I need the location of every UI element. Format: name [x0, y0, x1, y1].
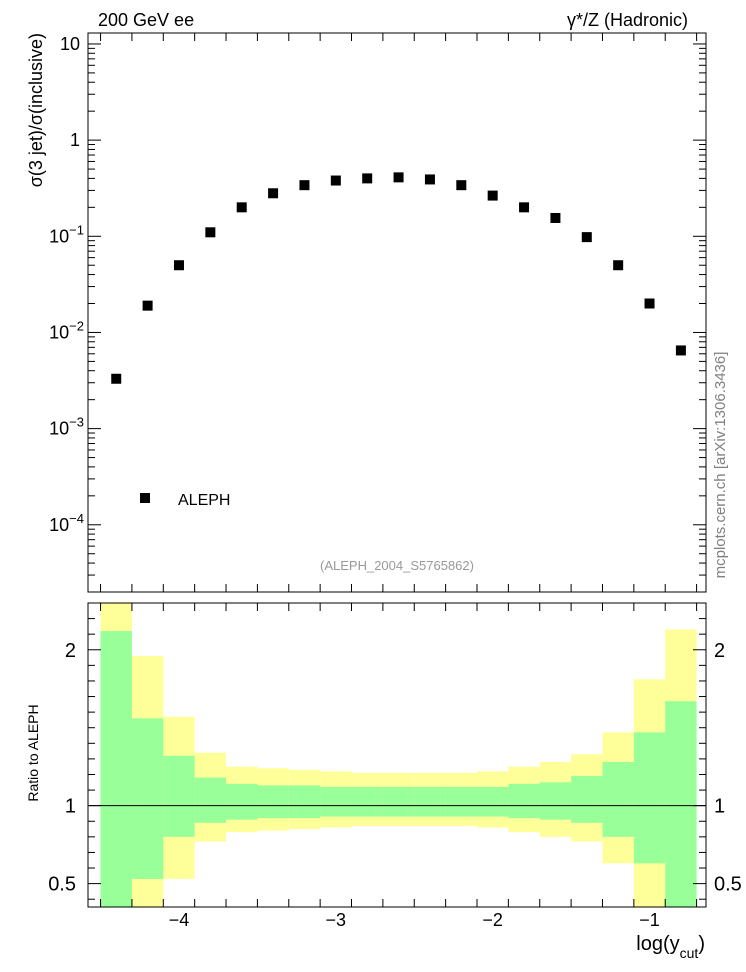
top-y-tick-label: 10−2 — [49, 318, 84, 342]
ratio-band-inner — [163, 755, 195, 837]
bottom-y-tick-label-left: 2 — [65, 640, 76, 662]
bottom-y-tick-label-left: 1 — [65, 796, 76, 818]
top-y-tick-label: 10−3 — [49, 415, 84, 439]
bottom-y-tick-label-right: 0.5 — [714, 874, 742, 896]
data-point — [111, 373, 122, 384]
legend-marker-aleph — [140, 493, 150, 503]
header-right-label: γ*/Z (Hadronic) — [567, 10, 688, 30]
ratio-bands — [100, 603, 697, 907]
data-point — [173, 260, 184, 271]
data-point — [644, 298, 655, 309]
data-point — [362, 173, 373, 184]
top-y-tick-label: 10−4 — [49, 511, 84, 535]
ratio-band-inner — [131, 718, 164, 879]
bottom-panel-ticks — [88, 603, 706, 907]
bottom-y-tick-label-right: 2 — [714, 640, 725, 662]
ratio-band-inner — [633, 732, 666, 864]
data-point — [675, 345, 686, 356]
ratio-band-inner — [665, 701, 697, 907]
top-panel-tick-labels: 10 1 10−1 10−2 10−3 10−4 — [49, 34, 84, 535]
bottom-y-axis-label: Ratio to ALEPH — [25, 704, 41, 801]
x-axis-label: log(ycut) — [636, 933, 705, 961]
bottom-panel-tick-labels: 0.5 0.5 1 1 2 2 −4 −3 −2 −1 — [48, 640, 742, 930]
top-y-tick-label: 10 — [60, 34, 80, 54]
top-y-tick-label: 1 — [70, 130, 80, 150]
data-point — [424, 174, 435, 185]
legend-label-aleph: ALEPH — [178, 492, 230, 509]
ratio-band-inner — [257, 785, 289, 819]
ratio-band-inner — [571, 776, 603, 823]
ratio-band-inner — [539, 782, 572, 820]
ratio-band-inner — [414, 786, 446, 817]
data-point — [519, 202, 530, 213]
data-point — [550, 212, 561, 223]
ratio-band-inner — [476, 786, 509, 817]
ratio-band-inner — [194, 777, 227, 823]
top-panel-points — [111, 172, 686, 384]
data-point — [581, 232, 592, 243]
ratio-band-inner — [226, 783, 258, 820]
x-tick-label: −3 — [326, 910, 347, 930]
data-point — [487, 190, 498, 201]
x-tick-label: −2 — [482, 910, 503, 930]
ratio-band-inner — [288, 785, 321, 819]
data-point — [236, 202, 247, 213]
ratio-band-inner — [320, 786, 352, 817]
ratio-band-inner — [508, 783, 540, 819]
bottom-y-tick-label-right: 1 — [714, 796, 725, 818]
top-y-tick-label: 10−1 — [49, 222, 84, 246]
ratio-band-inner — [445, 786, 477, 817]
data-point — [268, 188, 279, 199]
data-point — [613, 260, 624, 271]
ratio-band-inner — [351, 786, 383, 817]
data-point — [393, 172, 404, 183]
x-tick-label: −4 — [169, 910, 190, 930]
data-point — [142, 300, 153, 311]
data-point — [456, 180, 467, 191]
side-credit-label: mcplots.cern.ch [arXiv:1306.3436] — [712, 352, 729, 579]
bottom-y-tick-label-left: 0.5 — [48, 874, 76, 896]
data-point — [299, 180, 310, 191]
top-y-axis-label: σ(3 jet)/σ(inclusive) — [26, 33, 46, 187]
analysis-id-label: (ALEPH_2004_S5765862) — [320, 558, 474, 573]
ratio-band-inner — [602, 762, 634, 837]
ratio-band-inner — [100, 631, 132, 907]
header-left-label: 200 GeV ee — [98, 10, 194, 30]
top-panel-frame — [87, 32, 707, 593]
data-point — [330, 175, 341, 186]
bottom-panel-frame — [87, 602, 707, 908]
data-point — [205, 227, 216, 238]
x-tick-label: −1 — [639, 910, 660, 930]
ratio-band-inner — [382, 786, 415, 817]
